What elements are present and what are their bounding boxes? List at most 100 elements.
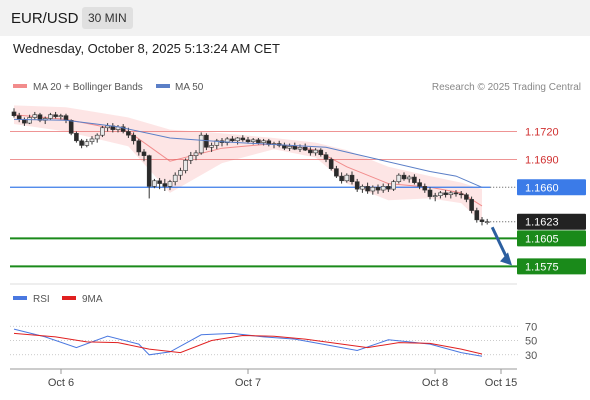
candle-body bbox=[365, 186, 370, 192]
candle-body bbox=[344, 174, 350, 182]
candle-body bbox=[287, 146, 292, 149]
candle-body bbox=[354, 181, 360, 190]
ma50-line bbox=[13, 118, 483, 188]
x-tick-label: Oct 7 bbox=[235, 377, 261, 389]
candle-body bbox=[401, 174, 407, 180]
candle-body bbox=[209, 145, 214, 148]
candle-body bbox=[328, 159, 334, 169]
candle-body bbox=[183, 160, 188, 171]
candle-body bbox=[360, 186, 365, 190]
candle-body bbox=[458, 193, 464, 196]
candle-body bbox=[313, 149, 318, 154]
candle-body bbox=[261, 140, 266, 143]
candle-body bbox=[339, 175, 344, 182]
forecast-arrow-shaft bbox=[490, 226, 510, 262]
top-bar: EUR/USD 30 MIN bbox=[0, 0, 590, 36]
x-tick-label: Oct 8 bbox=[422, 377, 448, 389]
candle-body bbox=[11, 111, 17, 116]
candle-body bbox=[230, 138, 235, 142]
candle-body bbox=[302, 146, 308, 151]
bollinger-legend-label: MA 20 + Bollinger Bands bbox=[33, 82, 143, 93]
candle-body bbox=[474, 210, 480, 221]
candle-body bbox=[375, 186, 381, 191]
candle-body bbox=[141, 151, 147, 156]
candle-body bbox=[146, 155, 152, 187]
candle-body bbox=[188, 155, 194, 161]
candle-body bbox=[16, 115, 22, 120]
candle-body bbox=[443, 192, 448, 196]
rsi-ma-line bbox=[13, 332, 483, 355]
rsi-legend-swatch bbox=[13, 296, 27, 300]
rsi-ma-legend-label: 9MA bbox=[82, 294, 103, 305]
candle-body bbox=[27, 117, 32, 124]
symbol-label: EUR/USD bbox=[11, 10, 79, 27]
candle-body bbox=[406, 176, 412, 180]
candle-body bbox=[292, 146, 298, 150]
support-tag bbox=[517, 258, 586, 275]
timestamp: Wednesday, October 8, 2025 5:13:24 AM CE… bbox=[13, 41, 280, 56]
pivot-tag bbox=[517, 179, 586, 196]
candle-body bbox=[58, 115, 64, 117]
candle-body bbox=[235, 137, 240, 142]
candle-body bbox=[484, 221, 490, 223]
candle-body bbox=[198, 134, 204, 154]
pivot-label: 1.1660 bbox=[525, 182, 559, 194]
forecast-arrow-head bbox=[500, 252, 512, 266]
candle-body bbox=[308, 149, 313, 154]
candle-body bbox=[68, 120, 74, 134]
candle-body bbox=[427, 189, 433, 197]
candle-body bbox=[282, 145, 287, 149]
candle-body bbox=[89, 138, 95, 143]
candle-body bbox=[380, 186, 386, 191]
candle-body bbox=[193, 152, 199, 156]
chart-legend: MA 20 + Bollinger Bands MA 50 Research ©… bbox=[13, 82, 581, 305]
copyright-text: Research © 2025 Trading Central bbox=[432, 82, 581, 93]
resistance-label: 1.1690 bbox=[525, 154, 559, 166]
candle-body bbox=[448, 192, 454, 196]
candle-body bbox=[323, 154, 329, 160]
candle-body bbox=[63, 115, 69, 121]
candle-body bbox=[396, 174, 402, 183]
candle-body bbox=[214, 140, 220, 146]
candle-body bbox=[131, 134, 136, 142]
candle-body bbox=[120, 126, 126, 132]
rsi-ma-legend-swatch bbox=[62, 296, 76, 300]
candle-body bbox=[240, 137, 246, 141]
rsi-legend-label: RSI bbox=[33, 294, 50, 305]
candle-body bbox=[162, 183, 168, 187]
candle-body bbox=[167, 181, 173, 187]
ma50-legend-swatch bbox=[156, 84, 170, 88]
bollinger-legend-swatch bbox=[13, 84, 27, 88]
candle-body bbox=[318, 149, 324, 156]
candle-body bbox=[370, 186, 376, 192]
candle-body bbox=[136, 140, 142, 153]
rsi-tick-label: 50 bbox=[525, 336, 537, 348]
support-label: 1.1575 bbox=[525, 261, 559, 273]
candle-body bbox=[464, 194, 469, 200]
candle-body bbox=[417, 182, 422, 187]
candle-body bbox=[100, 127, 105, 136]
candle-body bbox=[32, 114, 38, 118]
candle-body bbox=[386, 186, 391, 190]
candle-body bbox=[469, 199, 474, 211]
candle-body bbox=[453, 192, 459, 195]
candle-body bbox=[245, 139, 251, 143]
candle-body bbox=[391, 181, 396, 190]
candle-body bbox=[422, 186, 428, 191]
rsi-tick-label: 70 bbox=[525, 321, 537, 333]
candle-body bbox=[105, 125, 110, 129]
candle-body bbox=[297, 146, 303, 150]
candle-body bbox=[256, 139, 261, 143]
resistance-label: 1.1720 bbox=[525, 126, 559, 138]
candle-body bbox=[84, 141, 90, 146]
candle-body bbox=[79, 140, 84, 146]
candle-body bbox=[412, 176, 417, 183]
rsi-tick-label: 30 bbox=[525, 350, 537, 362]
last-price-label: 1.1623 bbox=[525, 217, 559, 229]
candle-body bbox=[53, 114, 58, 117]
bollinger-band bbox=[14, 105, 482, 223]
candle-body bbox=[48, 114, 53, 119]
timeframe-button[interactable]: 30 MIN bbox=[82, 7, 133, 29]
candle-body bbox=[178, 170, 183, 176]
